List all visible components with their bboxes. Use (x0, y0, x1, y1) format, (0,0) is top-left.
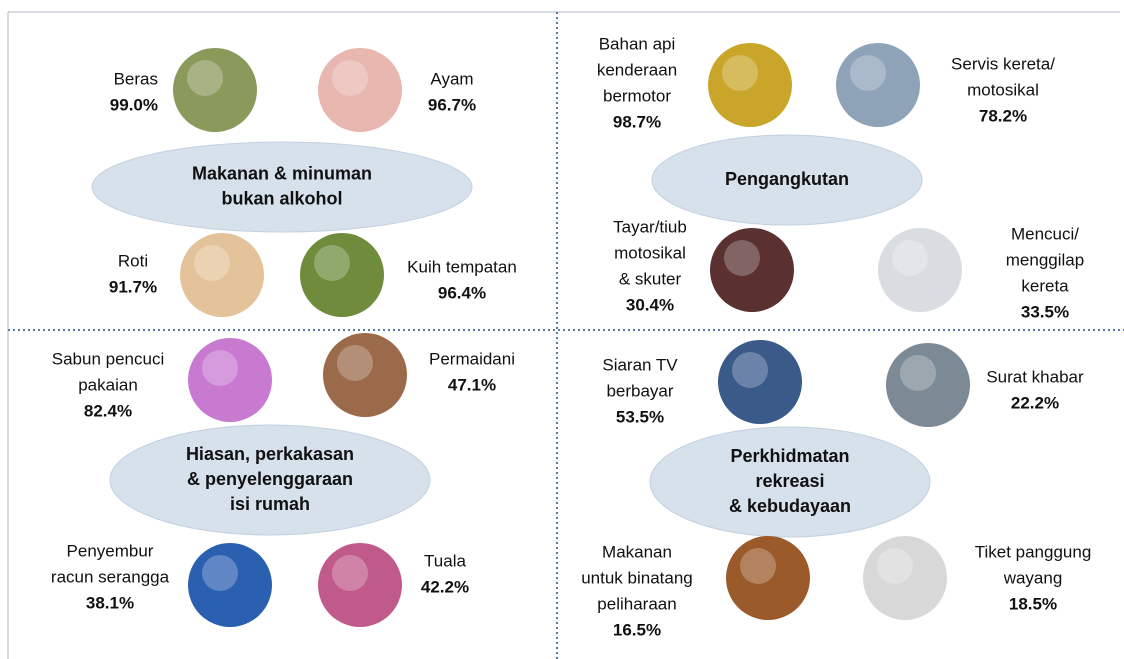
item-image-highlight (337, 345, 373, 381)
item-image (188, 338, 272, 422)
item-image (318, 48, 402, 132)
item-image (878, 228, 962, 312)
item-image (188, 543, 272, 627)
item-label: Tayar/tiub (613, 217, 687, 236)
item-value: 16.5% (613, 620, 661, 639)
item-image-highlight (187, 60, 223, 96)
item-image-highlight (202, 350, 238, 386)
item-image (708, 43, 792, 127)
item-image (180, 233, 264, 317)
item-image-highlight (900, 355, 936, 391)
category-ellipse (651, 134, 923, 226)
item-image-highlight (732, 352, 768, 388)
item-value: 98.7% (613, 112, 661, 131)
item-value: 82.4% (84, 401, 132, 420)
item-value: 78.2% (979, 106, 1027, 125)
item-label: menggilap (1006, 250, 1084, 269)
item-image (300, 233, 384, 317)
item-label: kenderaan (597, 60, 677, 79)
item-label: untuk binatang (581, 568, 693, 587)
category-title: Perkhidmatan (730, 446, 849, 466)
category-title: Hiasan, perkakasan (186, 444, 354, 464)
item-image (836, 43, 920, 127)
item-image (863, 536, 947, 620)
item-image (173, 48, 257, 132)
item-image-highlight (740, 548, 776, 584)
item-label: racun serangga (51, 567, 170, 586)
item-value: 96.4% (438, 283, 486, 302)
category-title: rekreasi (755, 471, 824, 491)
item-label: motosikal (967, 80, 1039, 99)
category-ellipse (649, 426, 931, 538)
category-title: & penyelenggaraan (187, 469, 353, 489)
item-label: Beras (114, 69, 158, 88)
item-label: Tiket panggung (975, 542, 1092, 561)
item-image-highlight (314, 245, 350, 281)
item-label: wayang (1003, 568, 1063, 587)
item-value: 33.5% (1021, 302, 1069, 321)
item-label: pakaian (78, 375, 138, 394)
item-image-highlight (332, 555, 368, 591)
item-image-highlight (194, 245, 230, 281)
item-label: motosikal (614, 243, 686, 262)
item-label: Servis kereta/ (951, 54, 1055, 73)
item-label: Bahan api (599, 34, 676, 53)
item-label: Permaidani (429, 349, 515, 368)
item-label: Roti (118, 251, 148, 270)
item-image (886, 343, 970, 427)
item-value: 96.7% (428, 95, 476, 114)
item-label: Surat khabar (986, 367, 1084, 386)
item-value: 38.1% (86, 593, 134, 612)
category-title: Pengangkutan (725, 169, 849, 189)
item-value: 47.1% (448, 375, 496, 394)
item-image-highlight (722, 55, 758, 91)
item-image-highlight (892, 240, 928, 276)
item-label: bermotor (603, 86, 671, 105)
category-title: bukan alkohol (221, 188, 342, 208)
item-label: Mencuci/ (1011, 224, 1079, 243)
item-image (318, 543, 402, 627)
category-title: Makanan & minuman (192, 163, 372, 183)
item-image (323, 333, 407, 417)
item-label: Penyembur (67, 541, 154, 560)
item-label: Kuih tempatan (407, 257, 517, 276)
category-title: isi rumah (230, 494, 310, 514)
item-image-highlight (202, 555, 238, 591)
item-label: peliharaan (597, 594, 676, 613)
item-image (710, 228, 794, 312)
item-image-highlight (724, 240, 760, 276)
item-image (718, 340, 802, 424)
item-label: berbayar (606, 381, 673, 400)
item-label: Makanan (602, 542, 672, 561)
item-label: Sabun pencuci (52, 349, 164, 368)
item-value: 30.4% (626, 295, 674, 314)
item-value: 99.0% (110, 95, 158, 114)
category-ellipse (109, 424, 431, 536)
item-value: 18.5% (1009, 594, 1057, 613)
item-label: Siaran TV (602, 355, 678, 374)
item-label: Tuala (424, 551, 466, 570)
item-value: 53.5% (616, 407, 664, 426)
item-label: kereta (1021, 276, 1069, 295)
item-image-highlight (332, 60, 368, 96)
item-value: 22.2% (1011, 393, 1059, 412)
item-image (726, 536, 810, 620)
item-value: 91.7% (109, 277, 157, 296)
item-image-highlight (877, 548, 913, 584)
item-image-highlight (850, 55, 886, 91)
item-value: 42.2% (421, 577, 469, 596)
item-label: Ayam (430, 69, 473, 88)
category-title: & kebudayaan (729, 496, 851, 516)
category-ellipse (91, 141, 473, 233)
item-label: & skuter (619, 269, 682, 288)
